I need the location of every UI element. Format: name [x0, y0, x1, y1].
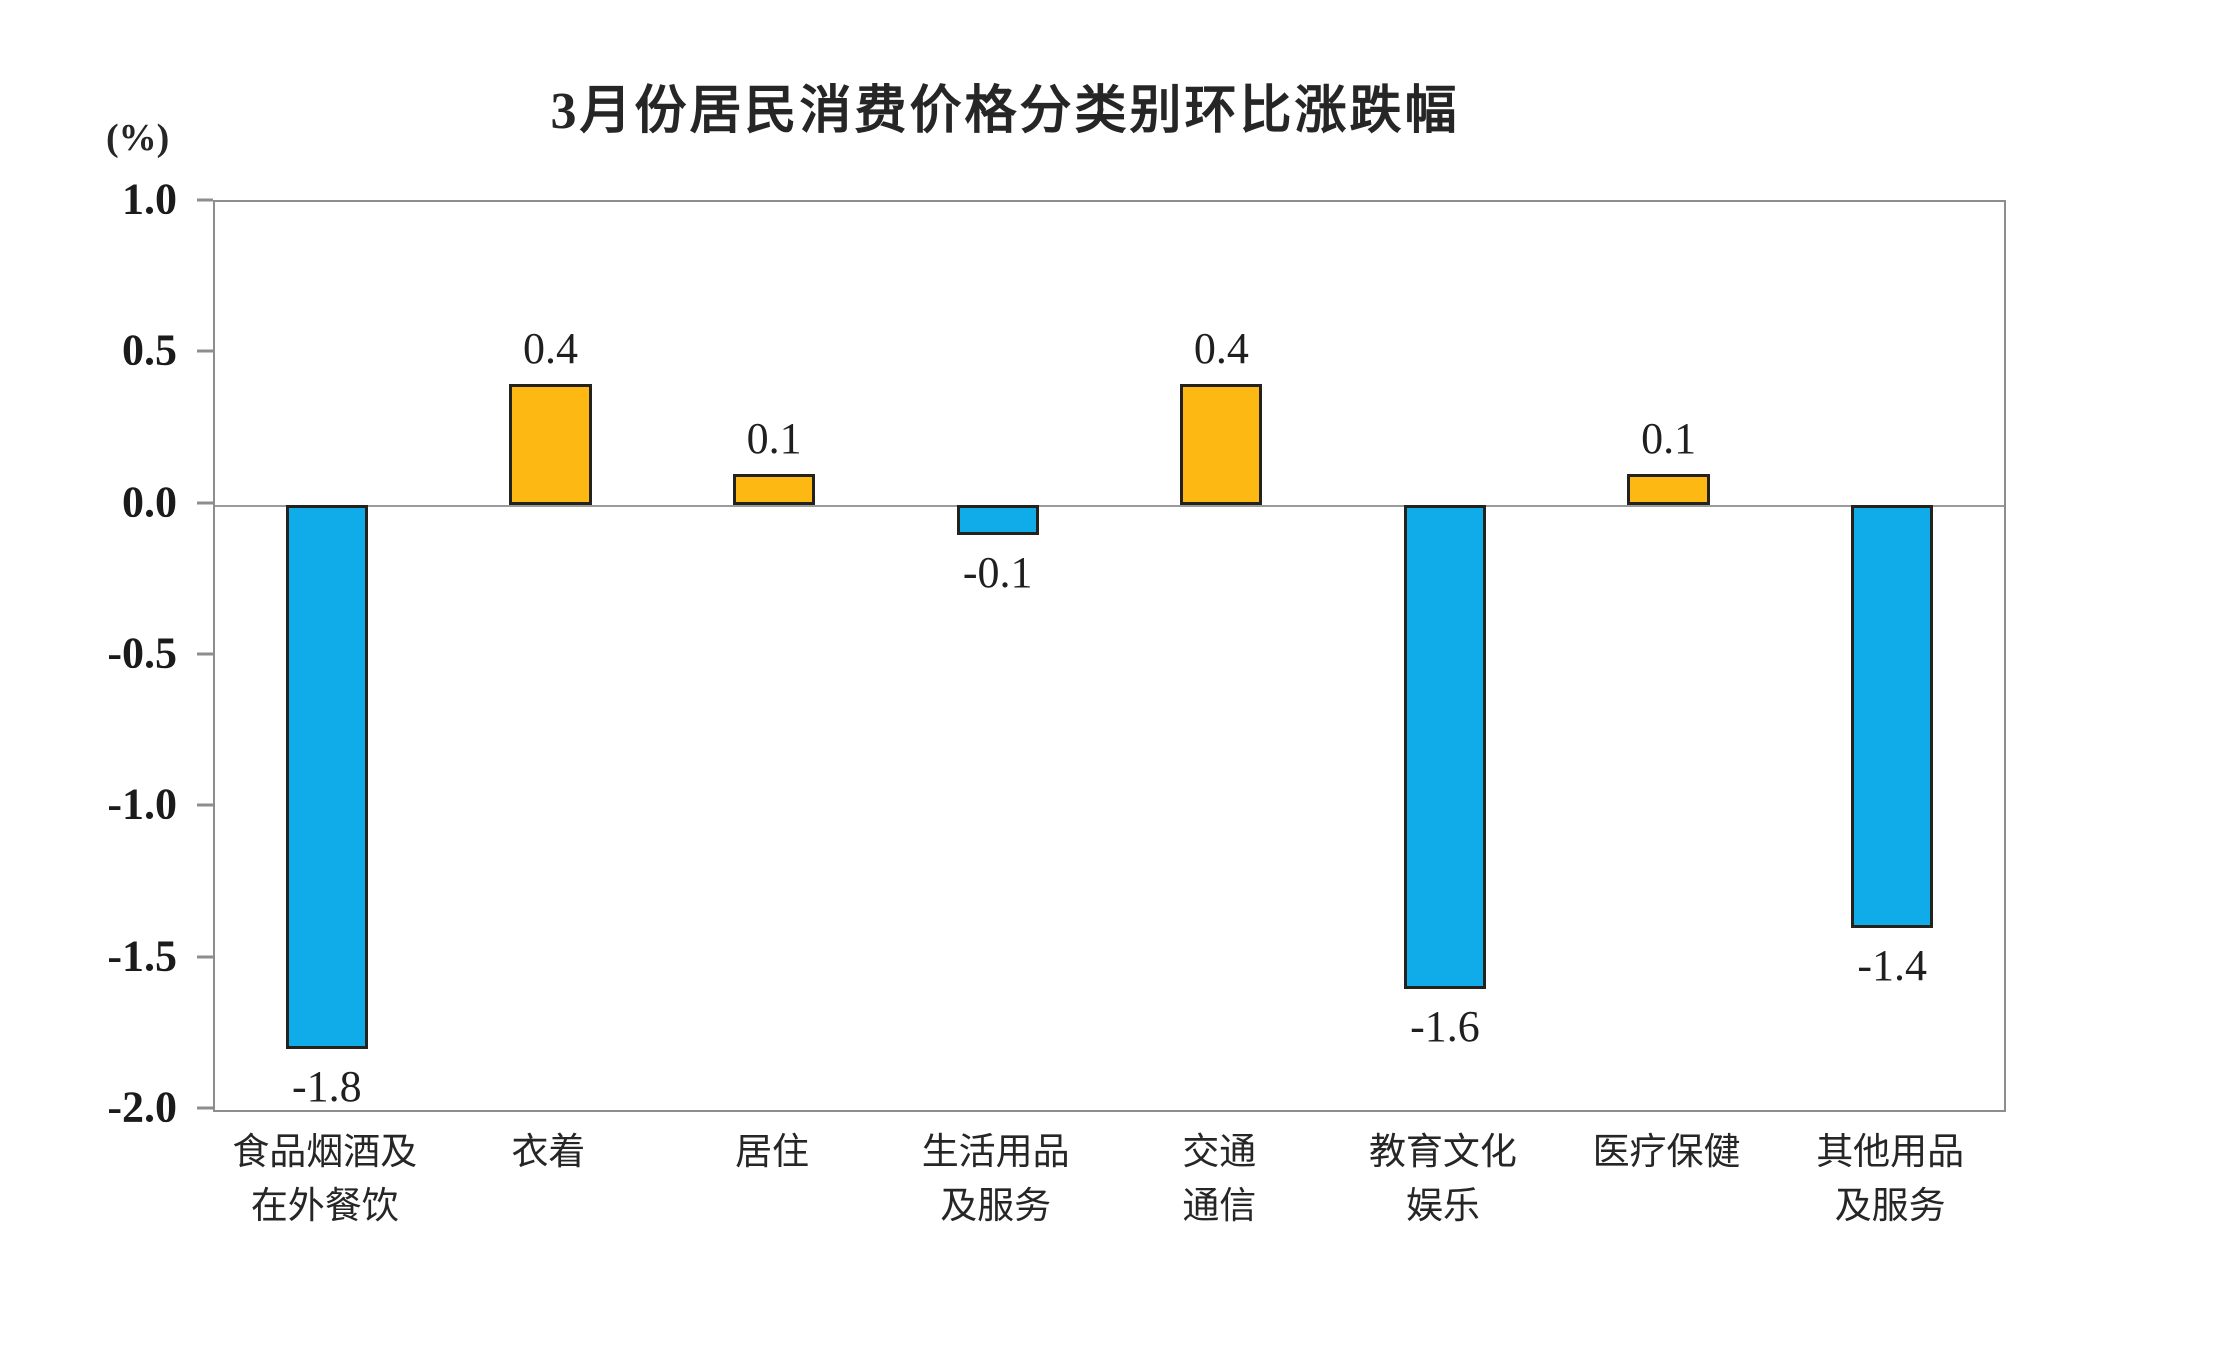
bar	[1627, 474, 1710, 505]
bar	[509, 383, 592, 505]
y-axis-unit-label: (%)	[106, 117, 170, 159]
y-axis-tick-mark	[197, 955, 213, 959]
zero-baseline	[215, 504, 2004, 507]
y-axis: 1.0 0.5 0.0 -0.5 -1.0 -1.5 -2.0	[0, 174, 213, 1131]
x-axis-category-label: 生活用品 及服务	[921, 1132, 1070, 1227]
x-axis-category-label: 食品烟酒及 在外餐饮	[232, 1132, 418, 1227]
y-axis-tick-mark	[197, 198, 213, 202]
y-axis-tick-mark	[197, 1106, 213, 1110]
bar-value-label: -1.6	[1410, 1001, 1480, 1051]
y-axis-tick-mark	[197, 349, 213, 353]
bar	[732, 474, 816, 505]
bar-value-label: 0.4	[522, 323, 578, 373]
bar	[1180, 383, 1263, 505]
x-axis-category-label: 衣着	[511, 1132, 586, 1173]
y-axis-tick-mark	[197, 803, 213, 807]
x-axis-category-label: 交通 通信	[1182, 1132, 1257, 1227]
x-axis: 食品烟酒及 在外餐饮 衣着 居住 生活用品 及服务 交通 通信 教育文化 娱乐 医疗保健 其他…	[213, 1126, 2002, 1233]
y-axis-tick-label: -1.5	[107, 931, 177, 981]
bar	[1403, 504, 1487, 989]
chart-title: 3月份居民消费价格分类别环比涨跌幅	[550, 83, 1460, 140]
y-axis-tick-mark	[197, 501, 213, 505]
y-axis-tick-label: 0.5	[122, 325, 177, 375]
x-axis-category-label: 医疗保健	[1592, 1132, 1741, 1173]
y-axis-tick-label: -1.0	[107, 779, 177, 829]
x-axis-category-label: 教育文化 娱乐	[1368, 1132, 1517, 1227]
bar	[956, 504, 1039, 535]
bar-value-label: 0.1	[746, 414, 802, 464]
bar-value-label: 0.1	[1641, 414, 1697, 464]
bar	[1851, 504, 1934, 929]
y-axis-tick-label: 1.0	[122, 174, 177, 224]
bar-value-label: 0.4	[1193, 323, 1249, 373]
y-axis-tick-mark	[197, 652, 213, 656]
y-axis-tick-label: 0.0	[122, 477, 177, 527]
bar-value-label: -1.8	[291, 1062, 362, 1112]
bar-value-label: -0.1	[962, 547, 1033, 597]
y-axis-tick-label: -0.5	[107, 628, 177, 678]
bar-value-label: -1.4	[1857, 941, 1928, 991]
x-axis-category-label: 居住	[735, 1132, 810, 1173]
y-axis-tick-label: -2.0	[107, 1082, 177, 1132]
plot-area: -1.8 0.4 0.1 -0.1 0.4 -1.6 0.1 -1.4	[213, 200, 2006, 1112]
x-axis-category-label: 其他用品 及服务	[1816, 1132, 1965, 1227]
bar	[285, 504, 368, 1050]
